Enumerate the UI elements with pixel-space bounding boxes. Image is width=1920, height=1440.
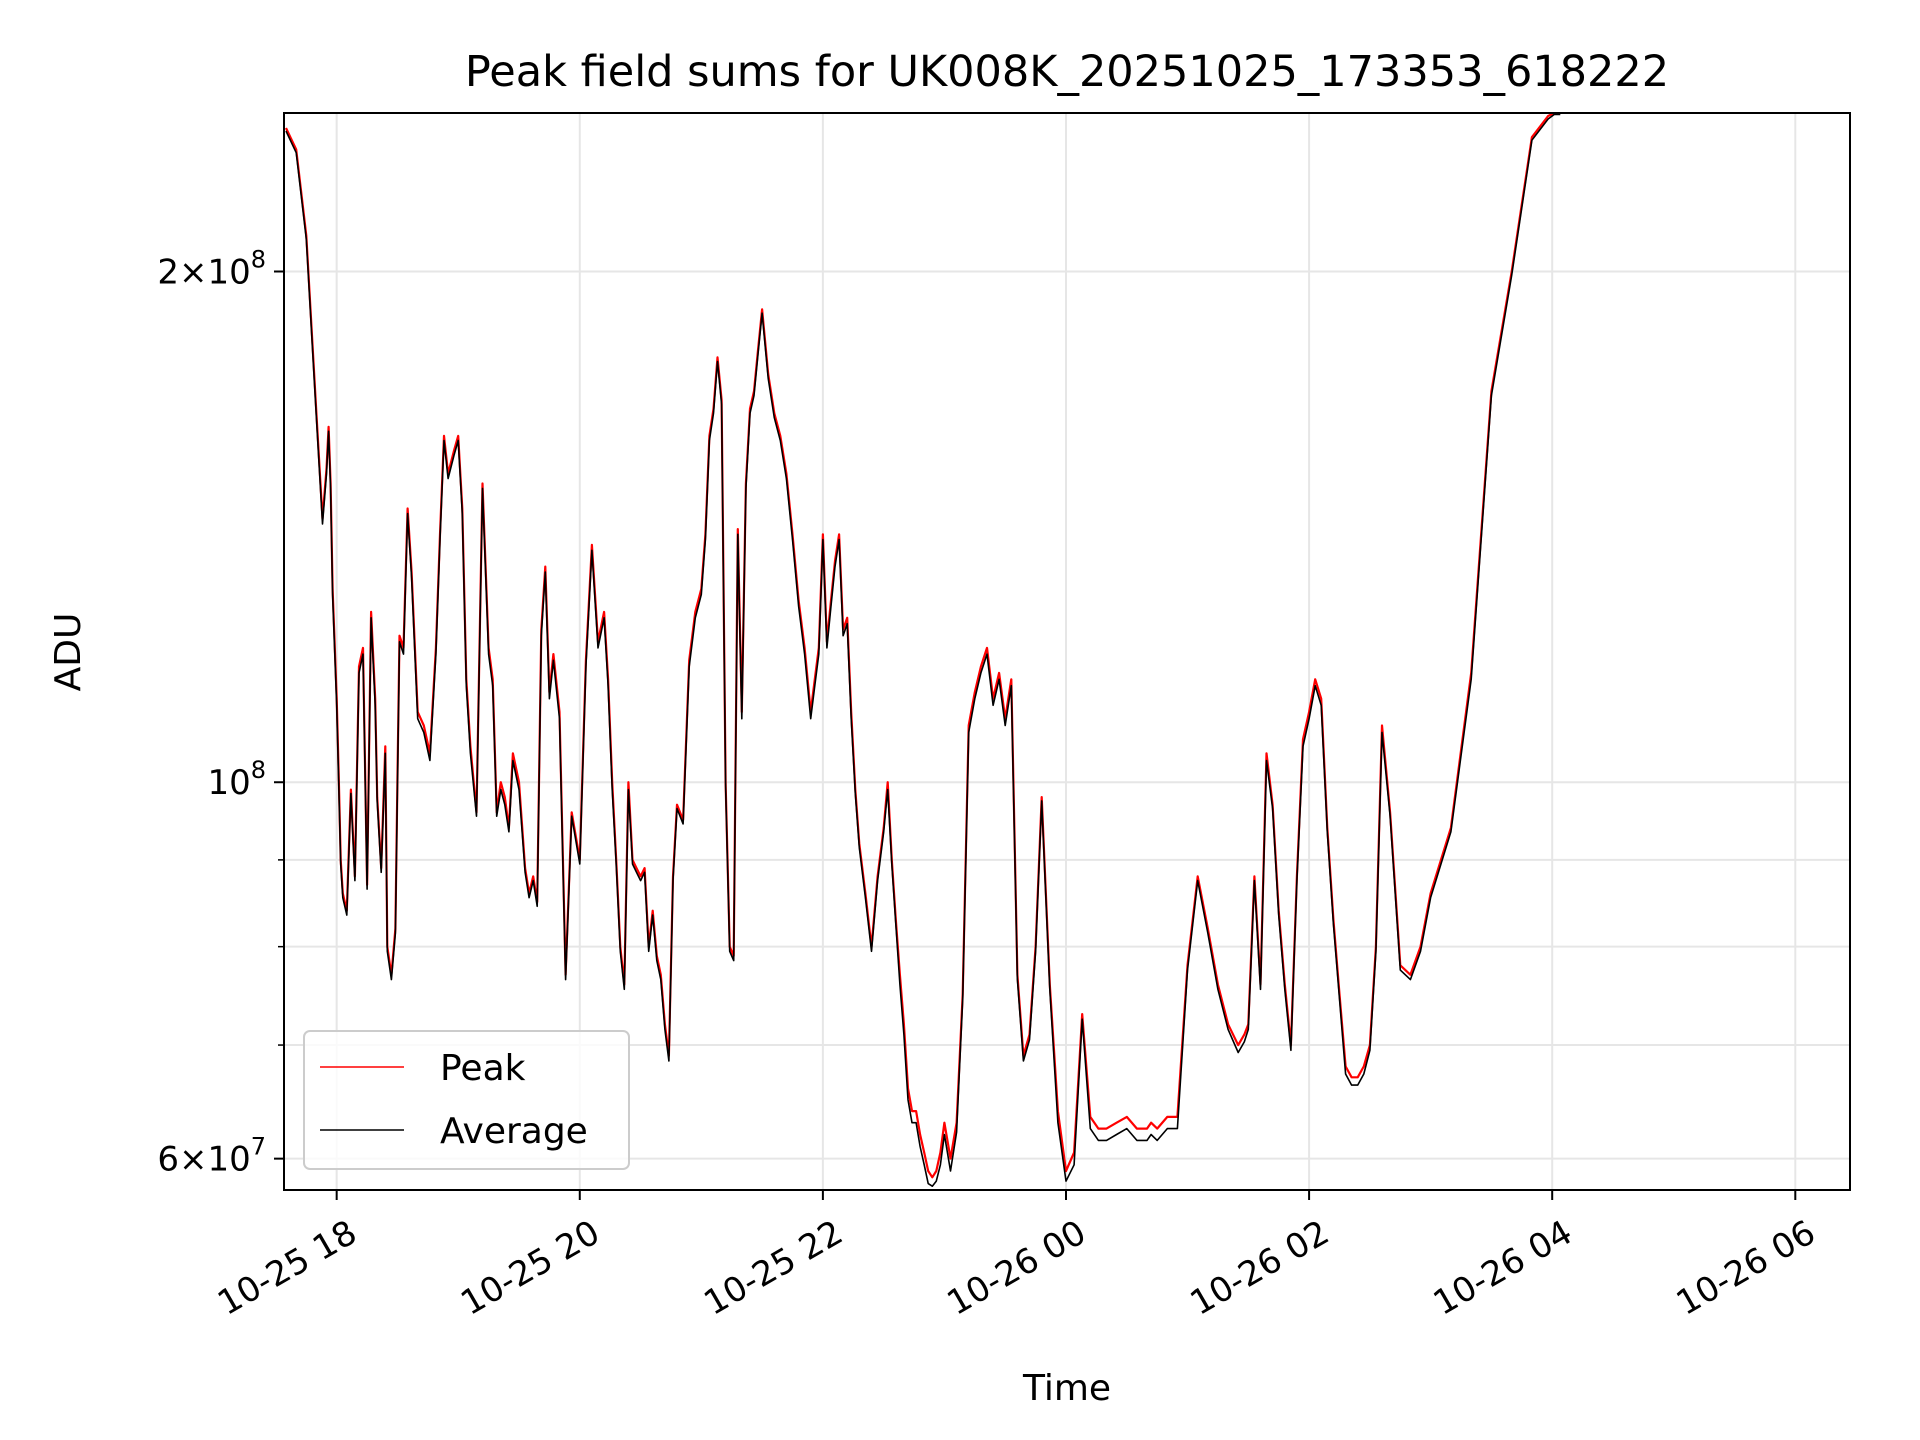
legend-label-peak: Peak bbox=[440, 1048, 526, 1089]
y-tick-label: 108 bbox=[207, 756, 266, 803]
plot-frame bbox=[283, 112, 1851, 1191]
legend-frame bbox=[303, 1030, 630, 1170]
legend: Peak Average bbox=[303, 1030, 630, 1170]
chart-title: Peak field sums for UK008K_20251025_1733… bbox=[465, 47, 1669, 97]
y-axis-label: ADU bbox=[48, 613, 89, 692]
y-tick-label: 6×107 bbox=[157, 1133, 266, 1180]
y-tick-label: 2×108 bbox=[157, 246, 266, 293]
series-layer bbox=[285, 113, 1561, 1187]
plot-area bbox=[284, 113, 1850, 1190]
x-axis-label: Time bbox=[1022, 1368, 1111, 1409]
legend-label-average: Average bbox=[440, 1111, 588, 1152]
y-tick-labels: 6×107 108 2×108 bbox=[157, 246, 266, 1180]
ticks bbox=[274, 270, 1797, 1200]
series-line-average bbox=[285, 113, 1561, 1187]
